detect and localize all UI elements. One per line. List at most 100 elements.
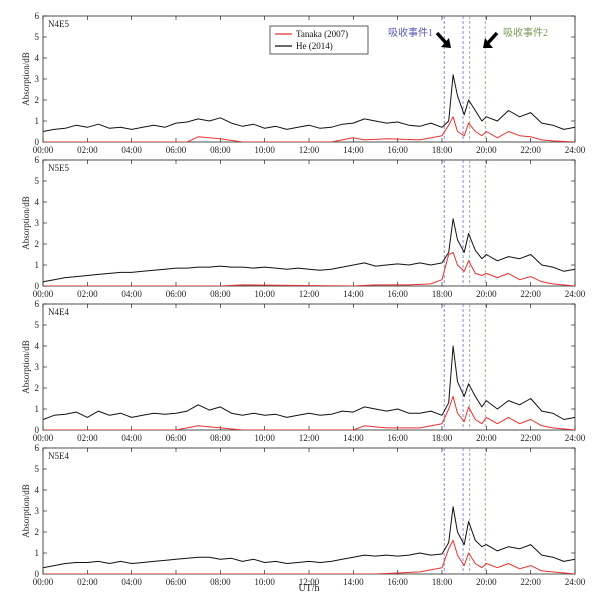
- series-line-tanaka: [43, 395, 575, 430]
- x-tick-label: 14:00: [343, 577, 364, 587]
- x-tick-label: 02:00: [77, 577, 98, 587]
- y-tick-label: 6: [35, 11, 40, 21]
- x-tick-label: 06:00: [166, 577, 187, 587]
- y-tick-label: 6: [35, 299, 40, 309]
- x-tick-label: 00:00: [33, 289, 54, 299]
- x-tick-label: 06:00: [166, 145, 187, 155]
- x-tick-label: 08:00: [210, 577, 231, 587]
- y-tick-label: 4: [35, 197, 40, 207]
- x-tick-label: 24:00: [565, 289, 586, 299]
- x-tick-label: 04:00: [121, 289, 142, 299]
- y-tick-label: 0: [35, 281, 40, 291]
- x-tick-label: 08:00: [210, 433, 231, 443]
- plot-frame: [42, 303, 576, 431]
- x-tick-label: 18:00: [432, 145, 453, 155]
- panel-n5e5: 0 1 2 3 4 5 6 00:00 02:00 04:00 06:00 08:00 10:00 12:…: [21, 155, 586, 299]
- y-tick-label: 0: [35, 425, 40, 435]
- y-axis-label: Absorption/dB: [21, 196, 31, 250]
- legend-label-tanaka: Tanaka (2007): [296, 29, 348, 39]
- series-line-he: [43, 74, 575, 132]
- x-tick-label: 06:00: [166, 433, 187, 443]
- panel-n4e5: 0 1 2 3 4 5 6 00:00 02:00 04:00 06:00 08:00 10:00 12:…: [21, 11, 586, 155]
- y-tick-label: 5: [35, 320, 40, 330]
- panel-label: N5E5: [48, 163, 69, 173]
- x-tick-label: 18:00: [432, 433, 453, 443]
- y-tick-label: 1: [35, 116, 40, 126]
- x-tick-label: 00:00: [33, 145, 54, 155]
- y-axis-label: Absorption/dB: [21, 52, 31, 106]
- x-tick-label: 24:00: [565, 433, 586, 443]
- x-tick-label: 10:00: [254, 577, 275, 587]
- x-tick-label: 00:00: [33, 577, 54, 587]
- y-tick-label: 4: [35, 53, 40, 63]
- x-tick-label: 00:00: [33, 433, 54, 443]
- panel-n5e4: 0 1 2 3 4 5 6 00:00 02:00 04:00 06:00 08:00 10:00 12:…: [21, 443, 586, 587]
- y-tick-label: 3: [35, 74, 40, 84]
- panel-n4e4: 0 1 2 3 4 5 6 00:00 02:00 04:00 06:00 08:00 10:00 12:…: [21, 299, 586, 443]
- legend-box: [269, 25, 369, 55]
- legend: Tanaka (2007) He (2014): [269, 25, 369, 55]
- x-tick-label: 08:00: [210, 145, 231, 155]
- y-tick-label: 1: [35, 404, 40, 414]
- x-tick-label: 20:00: [476, 433, 497, 443]
- x-tick-label: 14:00: [343, 289, 364, 299]
- x-tick-label: 22:00: [520, 433, 541, 443]
- x-tick-label: 14:00: [343, 145, 364, 155]
- x-tick-label: 12:00: [299, 289, 320, 299]
- y-tick-label: 5: [35, 176, 40, 186]
- y-tick-label: 2: [35, 239, 40, 249]
- x-tick-label: 02:00: [77, 433, 98, 443]
- x-tick-label: 10:00: [254, 433, 275, 443]
- x-tick-label: 16:00: [387, 433, 408, 443]
- x-tick-label: 04:00: [121, 577, 142, 587]
- series-line-he: [43, 506, 575, 569]
- plot-frame: [42, 159, 576, 287]
- plot-frame: [42, 447, 576, 575]
- x-tick-label: 04:00: [121, 145, 142, 155]
- x-tick-label: 12:00: [299, 577, 320, 587]
- x-tick-label: 20:00: [476, 577, 497, 587]
- y-tick-label: 2: [35, 95, 40, 105]
- y-tick-label: 6: [35, 443, 40, 453]
- x-tick-label: 20:00: [476, 289, 497, 299]
- x-tick-label: 04:00: [121, 433, 142, 443]
- event2-arrow: [485, 31, 499, 46]
- x-tick-label: 22:00: [520, 577, 541, 587]
- y-tick-label: 0: [35, 569, 40, 579]
- legend-label-he: He (2014): [296, 41, 333, 51]
- series-line-tanaka: [43, 539, 575, 574]
- y-tick-label: 5: [35, 464, 40, 474]
- x-tick-label: 24:00: [565, 577, 586, 587]
- series-line-tanaka: [43, 251, 575, 286]
- panel-label: N5E4: [48, 451, 69, 461]
- series-line-he: [43, 218, 575, 283]
- y-tick-label: 3: [35, 362, 40, 372]
- x-tick-label: 02:00: [77, 289, 98, 299]
- x-tick-label: 18:00: [432, 577, 453, 587]
- event1-label: 吸收事件1: [388, 26, 433, 39]
- x-tick-label: 18:00: [432, 289, 453, 299]
- x-tick-label: 16:00: [387, 577, 408, 587]
- y-axis-label: Absorption/dB: [21, 484, 31, 538]
- y-axis-label: Absorption/dB: [21, 340, 31, 394]
- x-tick-label: 12:00: [299, 433, 320, 443]
- y-tick-label: 4: [35, 485, 40, 495]
- x-axis-label: UT/h: [298, 583, 319, 594]
- x-tick-label: 22:00: [520, 289, 541, 299]
- x-tick-label: 16:00: [387, 289, 408, 299]
- panel-label: N4E4: [48, 307, 69, 317]
- y-tick-label: 2: [35, 527, 40, 537]
- series-line-he: [43, 345, 575, 420]
- series-line-tanaka: [43, 116, 575, 142]
- y-tick-label: 6: [35, 155, 40, 165]
- x-tick-label: 08:00: [210, 289, 231, 299]
- y-tick-label: 4: [35, 341, 40, 351]
- x-tick-label: 24:00: [565, 145, 586, 155]
- event2-arrowhead: [483, 38, 493, 48]
- event2-label: 吸收事件2: [503, 26, 548, 39]
- event-annotations: 吸收事件1 吸收事件2: [388, 26, 548, 48]
- x-tick-label: 12:00: [299, 145, 320, 155]
- x-tick-label: 22:00: [520, 145, 541, 155]
